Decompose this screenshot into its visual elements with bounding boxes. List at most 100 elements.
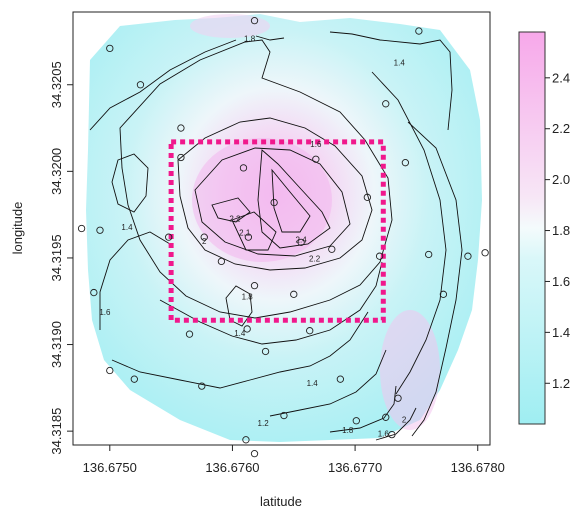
sample-point: [106, 44, 114, 53]
contour-label: 1.8: [242, 293, 254, 302]
contour-labels-layer: 1.8 1.4 1.6 1.4 2.2 2 2.1 2.4 2.2 1.8 1.6 1.4 1.4 1.2…: [99, 34, 407, 438]
contour-label: 1.6: [310, 140, 322, 149]
x-tick-label: 136.6750: [83, 460, 137, 475]
y-axis-title: longitude: [10, 202, 25, 255]
colorbar: [518, 31, 546, 425]
sample-point: [425, 250, 433, 259]
contour-line: [177, 117, 373, 271]
sample-point: [290, 290, 298, 298]
contour-label: 1.4: [234, 329, 246, 338]
sample-point: [312, 155, 320, 163]
sample-point: [177, 124, 185, 132]
sample-point: [200, 233, 208, 241]
colorbar-tick-label: 2.4: [552, 70, 570, 85]
contour-label: 1.2: [258, 419, 270, 428]
sample-point: [375, 252, 384, 260]
contour-label: 2.4: [296, 235, 308, 244]
sample-point: [96, 226, 104, 234]
contour-label: 2.1: [239, 228, 251, 237]
y-tick-label: 34.3195: [49, 234, 64, 281]
contour-line: [211, 197, 251, 223]
sample-point: [250, 450, 259, 458]
contour-label: 1.4: [394, 59, 406, 68]
heat-surface: [86, 14, 482, 442]
contour-lines: [89, 31, 463, 441]
surface-hotspot: [192, 138, 332, 262]
contour-label: 2.2: [229, 215, 241, 224]
sample-point: [439, 290, 448, 298]
sample-point: [261, 347, 270, 356]
sample-point: [77, 224, 86, 233]
sample-point: [464, 252, 472, 260]
colorbar-tick-label: 1.2: [552, 376, 570, 391]
sample-point: [382, 413, 390, 421]
contour-line: [257, 149, 331, 249]
sample-point: [352, 417, 360, 425]
surface-hotspot-top: [190, 14, 270, 38]
sample-point: [217, 257, 226, 266]
contour-line: [407, 121, 463, 437]
contour-line: [269, 349, 387, 417]
contour-line: [194, 147, 351, 257]
highlight-layer: [168, 139, 386, 323]
y-tick-label: 34.3185: [49, 408, 64, 455]
contour-line: [329, 31, 453, 131]
contour-line: [375, 407, 417, 441]
sample-point: [250, 17, 259, 25]
sample-point: [198, 382, 206, 390]
sample-point: [130, 375, 138, 383]
sample-point: [239, 164, 248, 172]
sample-point: [401, 159, 410, 167]
sample-point: [177, 153, 185, 162]
contour-label: 1.6: [99, 308, 111, 317]
sample-point: [270, 198, 278, 207]
colorbar-ticks: 1.2 1.4 1.6 1.8 2.0 2.2 2.4: [545, 70, 570, 391]
contour-line: [119, 39, 393, 319]
sample-point: [165, 233, 173, 241]
sample-point: [336, 375, 345, 383]
x-axis-title: latitude: [260, 494, 302, 509]
x-tick-label: 136.6770: [328, 460, 382, 475]
sample-point: [185, 330, 194, 338]
colorbar-tick-label: 1.4: [552, 325, 570, 340]
contour-label: 1.4: [307, 379, 319, 388]
contour-line: [89, 39, 237, 131]
colorbar-tick-label: 1.8: [552, 223, 570, 238]
sample-point: [90, 288, 98, 297]
sample-point: [328, 245, 336, 253]
sample-point: [243, 325, 251, 333]
contour-line: [111, 153, 149, 213]
contour-line: [255, 35, 285, 41]
sample-point: [106, 366, 114, 375]
sample-point: [250, 282, 259, 290]
contour-label: 1.8: [342, 426, 354, 435]
sample-point: [306, 327, 314, 335]
contour-line: [159, 261, 383, 345]
contour-line: [271, 168, 311, 233]
contour-label: 1.8: [244, 34, 256, 43]
contour-label: 2: [202, 237, 207, 246]
contour-line: [99, 231, 171, 330]
contour-label: 1.4: [121, 223, 133, 232]
sample-point: [242, 436, 250, 444]
highlight-box: [168, 139, 386, 323]
sample-point: [481, 249, 489, 257]
y-tick-label: 34.3200: [49, 148, 64, 195]
colorbar-tick-label: 2.0: [552, 172, 570, 187]
x-tick-label: 136.6760: [205, 460, 259, 475]
sample-point: [363, 193, 372, 201]
contour-label: 1.6: [378, 429, 390, 438]
y-tick-label: 34.3190: [49, 321, 64, 368]
contour-label: 2: [402, 415, 407, 424]
sample-point: [394, 394, 402, 402]
colorbar-tick-label: 2.2: [552, 121, 570, 136]
surface-hotspot-right: [380, 310, 440, 430]
y-tick-label: 34.3205: [49, 61, 64, 108]
sample-point: [388, 430, 396, 439]
x-tick-label: 136.6780: [451, 460, 505, 475]
sample-points-layer: [77, 17, 489, 458]
sample-point: [382, 100, 390, 108]
colorbar-tick-label: 1.6: [552, 274, 570, 289]
sample-point: [415, 27, 423, 35]
